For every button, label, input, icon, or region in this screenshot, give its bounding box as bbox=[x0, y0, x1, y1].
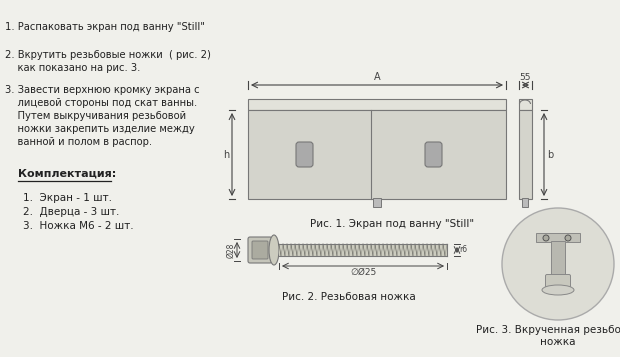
Bar bbox=[519, 110, 532, 199]
Text: лицевой стороны под скат ванны.: лицевой стороны под скат ванны. bbox=[5, 98, 197, 108]
Text: Путем выкручивания резьбовой: Путем выкручивания резьбовой bbox=[5, 111, 186, 121]
Bar bbox=[279, 244, 447, 256]
Text: A: A bbox=[374, 72, 380, 82]
Text: 1.  Экран - 1 шт.: 1. Экран - 1 шт. bbox=[23, 193, 112, 203]
Circle shape bbox=[502, 208, 614, 320]
Text: ∅Ø25: ∅Ø25 bbox=[350, 268, 376, 277]
Text: h: h bbox=[223, 150, 229, 160]
Bar bbox=[248, 110, 506, 199]
FancyBboxPatch shape bbox=[425, 142, 442, 167]
Text: Рис. 2. Резьбовая ножка: Рис. 2. Резьбовая ножка bbox=[281, 292, 415, 302]
Bar bbox=[551, 241, 565, 279]
Text: Рис. 3. Вкрученная резьбовая: Рис. 3. Вкрученная резьбовая bbox=[476, 325, 620, 335]
FancyBboxPatch shape bbox=[546, 275, 570, 287]
Text: 2. Вкрутить резьбовые ножки  ( рис. 2): 2. Вкрутить резьбовые ножки ( рис. 2) bbox=[5, 50, 211, 60]
Ellipse shape bbox=[542, 285, 574, 295]
Text: 2.  Дверца - 3 шт.: 2. Дверца - 3 шт. bbox=[23, 207, 120, 217]
Text: ножки закрепить изделие между: ножки закрепить изделие между bbox=[5, 124, 195, 134]
Text: Ø28: Ø28 bbox=[226, 242, 235, 258]
Text: 1. Распаковать экран под ванну "Still": 1. Распаковать экран под ванну "Still" bbox=[5, 22, 205, 32]
Text: Комплектация:: Комплектация: bbox=[18, 169, 117, 179]
FancyBboxPatch shape bbox=[252, 241, 268, 259]
Bar bbox=[519, 99, 532, 110]
FancyBboxPatch shape bbox=[248, 237, 272, 263]
Text: r6: r6 bbox=[459, 246, 467, 255]
Bar bbox=[536, 233, 580, 242]
Text: 3.  Ножка M6 - 2 шт.: 3. Ножка M6 - 2 шт. bbox=[23, 221, 134, 231]
Circle shape bbox=[565, 235, 571, 241]
Bar bbox=[248, 99, 506, 110]
Text: 55: 55 bbox=[520, 73, 531, 82]
Ellipse shape bbox=[269, 235, 279, 265]
Text: ванной и полом в распор.: ванной и полом в распор. bbox=[5, 137, 152, 147]
Text: Рис. 1. Экран под ванну "Still": Рис. 1. Экран под ванну "Still" bbox=[310, 219, 474, 229]
Text: ножка: ножка bbox=[540, 337, 576, 347]
Text: 3. Завести верхнюю кромку экрана с: 3. Завести верхнюю кромку экрана с bbox=[5, 85, 200, 95]
FancyBboxPatch shape bbox=[296, 142, 313, 167]
Text: как показано на рис. 3.: как показано на рис. 3. bbox=[5, 63, 140, 73]
Bar bbox=[373, 198, 381, 207]
Circle shape bbox=[543, 235, 549, 241]
Text: b: b bbox=[547, 150, 553, 160]
Bar bbox=[522, 198, 528, 207]
